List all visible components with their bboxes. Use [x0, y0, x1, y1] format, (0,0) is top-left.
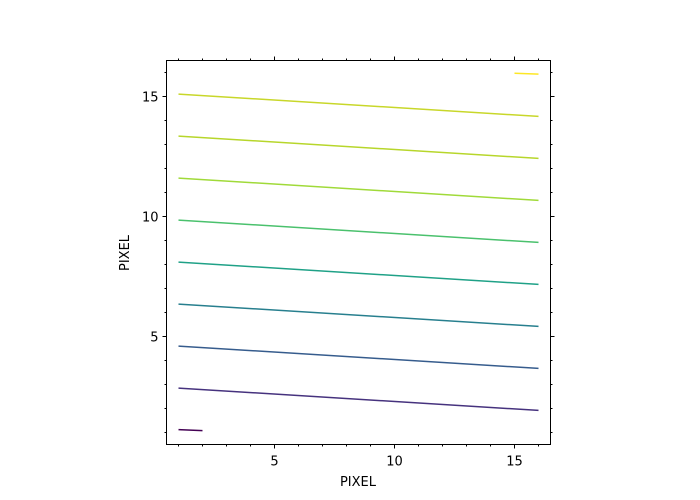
y-tick-label: 10 — [142, 211, 159, 226]
contour-line-4 — [178, 303, 539, 328]
plot-frame — [166, 60, 551, 445]
x-tick-label: 15 — [506, 455, 523, 470]
contour-line-3 — [178, 345, 539, 370]
contour-line-6 — [178, 219, 539, 244]
y-tick-label: 15 — [142, 91, 159, 106]
contour-line-9 — [178, 93, 539, 118]
contour-line-8 — [178, 135, 539, 160]
contour-line-10 — [514, 72, 539, 75]
contour-line-7 — [178, 177, 539, 202]
contour-lines — [178, 72, 539, 432]
y-axis-label: PIXEL — [118, 234, 133, 271]
axis-ticks — [162, 56, 555, 449]
x-tick-label: 5 — [270, 455, 278, 470]
contour-line-2 — [178, 387, 539, 412]
y-tick-label: 5 — [150, 331, 158, 346]
x-tick-label: 10 — [386, 455, 403, 470]
tick-labels: 5 10 15 5 10 15 — [142, 91, 523, 470]
contour-line-1 — [178, 428, 203, 432]
x-axis-label: PIXEL — [340, 475, 377, 490]
contour-line-5 — [178, 261, 539, 286]
